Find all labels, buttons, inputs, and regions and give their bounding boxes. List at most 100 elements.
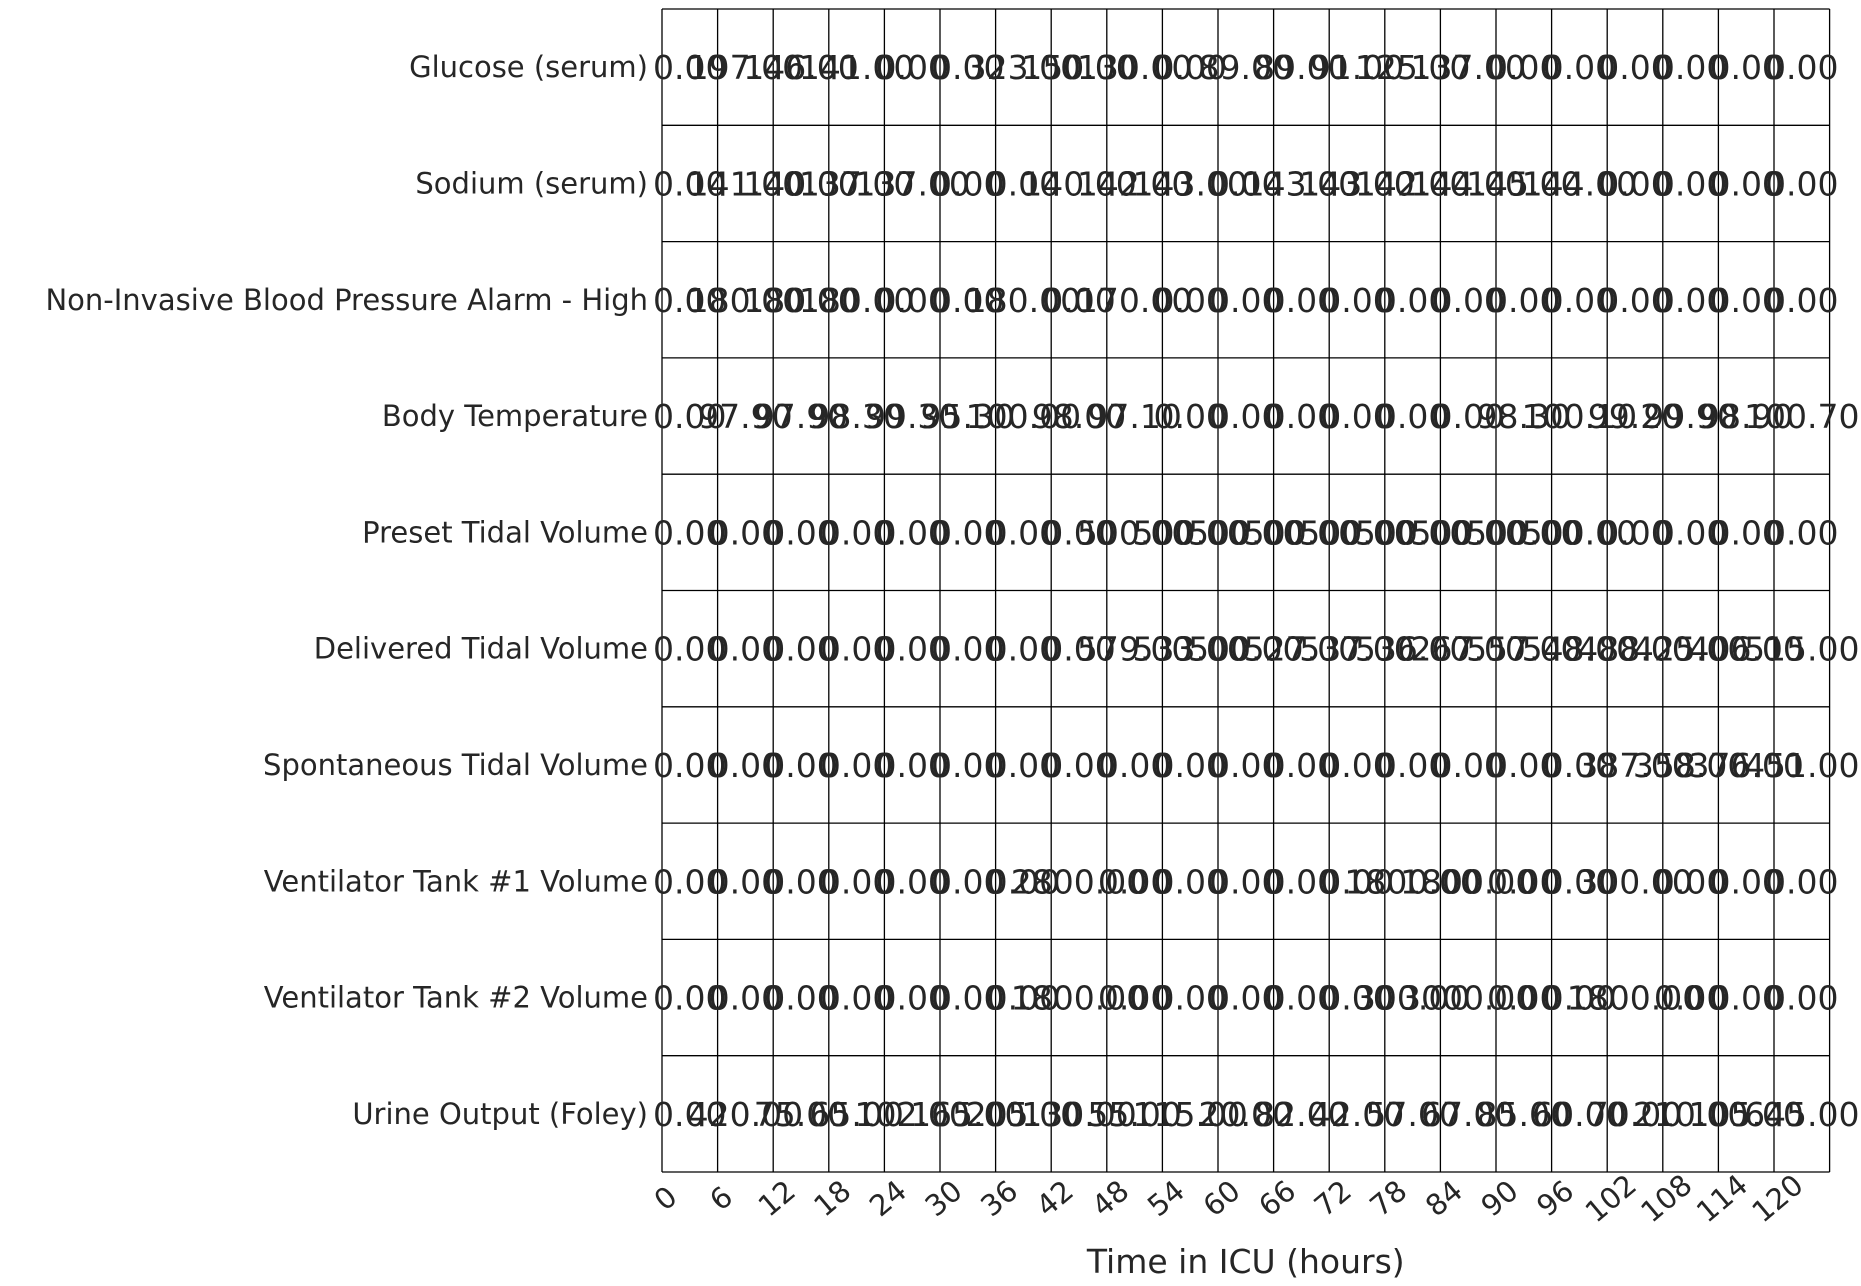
cell-value: 141.00 — [799, 48, 914, 87]
cell-value: 57.00 — [1365, 1095, 1459, 1134]
cell-value: 0.00 — [987, 164, 1060, 203]
cell-value: 300.00 — [1355, 979, 1470, 1018]
cell-value: 180.00 — [743, 281, 858, 320]
cell-value: 140.00 — [743, 164, 858, 203]
cell-value: 0.00 — [1709, 281, 1782, 320]
cell-value: 0.00 — [931, 979, 1004, 1018]
cell-value: 0.00 — [1265, 397, 1338, 436]
cell-value: 0.00 — [1098, 862, 1171, 901]
cell-value: 1800.00 — [1567, 979, 1703, 1018]
cell-value: 0.00 — [764, 979, 837, 1018]
cell-value: 0.00 — [653, 513, 726, 552]
cell-value: 85.00 — [1477, 1095, 1571, 1134]
cell-value: 0.00 — [931, 630, 1004, 669]
cell-value: 0.00 — [1654, 48, 1727, 87]
cell-value: 150.00 — [1021, 48, 1136, 87]
cell-value: 0.00 — [875, 48, 948, 87]
cell-value: 0.00 — [1654, 979, 1727, 1018]
cell-value: 358.00 — [1633, 746, 1748, 785]
cell-value: 323.00 — [966, 48, 1081, 87]
row-label: Ventilator Tank #1 Volume — [264, 864, 648, 898]
cell-value: 0.00 — [987, 862, 1060, 901]
cell-value: 0.00 — [875, 281, 948, 320]
cell-value: 2800.00 — [1011, 862, 1147, 901]
cell-value: 267.00 — [1410, 630, 1525, 669]
cell-value: 500.00 — [1188, 630, 1303, 669]
cell-value: 0.00 — [1654, 281, 1727, 320]
cell-value: 20.00 — [1199, 1095, 1293, 1134]
cell-value: 143.00 — [1132, 164, 1247, 203]
cell-value: 144.00 — [1410, 164, 1525, 203]
cell-value: 0.00 — [653, 862, 726, 901]
cell-value: 165.00 — [910, 1095, 1025, 1134]
cell-value: 210.00 — [1633, 1095, 1748, 1134]
cell-value: 0.00 — [1320, 397, 1393, 436]
cell-value: 0.00 — [1487, 979, 1560, 1018]
cell-value: 0.00 — [820, 862, 893, 901]
cell-value: 0.00 — [1709, 513, 1782, 552]
cell-value: 1800.00 — [1011, 979, 1147, 1018]
cell-value: 89.00 — [1199, 48, 1293, 87]
cell-value: 98.00 — [1032, 397, 1126, 436]
cell-value: 0.00 — [1709, 862, 1782, 901]
cell-value: 0.00 — [1543, 979, 1616, 1018]
cell-value: 97.90 — [698, 397, 792, 436]
cell-value: 0.00 — [875, 513, 948, 552]
cell-value: 0.00 — [1042, 630, 1115, 669]
cell-value: 146.00 — [743, 48, 858, 87]
cell-value: 143.00 — [1244, 164, 1359, 203]
cell-value: 579.00 — [1077, 630, 1192, 669]
cell-value: 67.00 — [1421, 1095, 1515, 1134]
cell-value: 0.00 — [1431, 281, 1504, 320]
cell-value: 144.00 — [1522, 164, 1637, 203]
cell-value: 0.00 — [1153, 48, 1226, 87]
cell-value: 0.00 — [1265, 746, 1338, 785]
cell-value: 0.00 — [1487, 746, 1560, 785]
cell-value: 0.00 — [820, 746, 893, 785]
cell-value: 0.00 — [1153, 979, 1226, 1018]
cell-value: 645.00 — [1744, 1095, 1859, 1134]
cell-value: 0.00 — [931, 862, 1004, 901]
cell-value: 0.00 — [1598, 281, 1671, 320]
cell-value: 0.00 — [1765, 979, 1838, 1018]
row-label: Spontaneous Tidal Volume — [263, 748, 648, 782]
cell-value: 0.00 — [1042, 746, 1115, 785]
cell-value: 75.00 — [754, 1095, 848, 1134]
cell-value: 0.00 — [987, 630, 1060, 669]
cell-value: 65.00 — [809, 1095, 903, 1134]
table-cells: 0.00197.00146.00141.000.000.00323.00150.… — [653, 48, 1859, 1134]
cell-value: 141.00 — [688, 164, 803, 203]
cell-value: 0.00 — [1153, 281, 1226, 320]
cell-value: 406.00 — [1688, 630, 1803, 669]
cell-value: 0.00 — [653, 630, 726, 669]
cell-value: 0.00 — [1543, 746, 1616, 785]
cell-value: 0.00 — [1042, 281, 1115, 320]
cell-value: 0.00 — [1042, 513, 1115, 552]
row-label: Preset Tidal Volume — [362, 515, 648, 549]
cell-value: 197.00 — [688, 48, 803, 87]
cell-value: 180.00 — [799, 281, 914, 320]
cell-value: 425.00 — [1633, 630, 1748, 669]
row-labels: Glucose (serum) Sodium (serum) Non-Invasiv… — [45, 50, 648, 1131]
cell-value: 97.90 — [754, 397, 848, 436]
cell-value: 0.00 — [764, 746, 837, 785]
cell-value: 0.00 — [653, 281, 726, 320]
cell-value: 0.00 — [820, 630, 893, 669]
cell-value: 98.30 — [809, 397, 903, 436]
cell-value: 0.00 — [931, 164, 1004, 203]
cell-value: 536.00 — [1355, 630, 1470, 669]
cell-value: 0.00 — [931, 513, 1004, 552]
cell-value: 0.00 — [820, 513, 893, 552]
cell-value: 0.00 — [1709, 979, 1782, 1018]
cell-value: 500.00 — [1410, 513, 1525, 552]
cell-value: 3000.00 — [1400, 979, 1536, 1018]
cell-value: 488.00 — [1577, 630, 1692, 669]
cell-value: 0.00 — [1765, 862, 1838, 901]
cell-value: 70.00 — [1588, 1095, 1682, 1134]
cell-value: 0.00 — [1487, 862, 1560, 901]
cell-value: 500.00 — [1355, 513, 1470, 552]
cell-value: 420.00 — [688, 1095, 803, 1134]
cell-value: 500.00 — [1077, 513, 1192, 552]
cell-value: 170.00 — [1077, 281, 1192, 320]
cell-value: 115.00 — [1132, 1095, 1247, 1134]
